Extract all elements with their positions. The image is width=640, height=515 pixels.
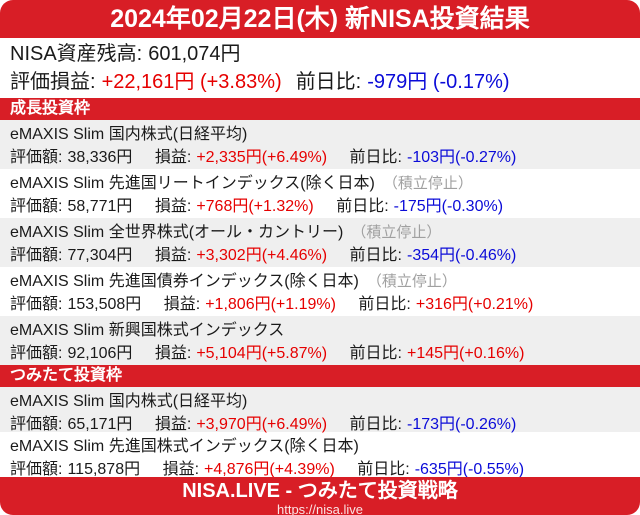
- dod-label: 前日比:: [336, 198, 389, 215]
- report-header: 2024年02月22日(木) 新NISA投資結果: [0, 0, 640, 38]
- value-label: 評価額:: [10, 247, 63, 264]
- fund-value: 115,878円: [67, 461, 141, 478]
- pl-label: 損益:: [154, 416, 192, 433]
- fund-dod: -173円(-0.26%): [406, 416, 517, 433]
- total-pl-label: 評価損益:: [10, 71, 96, 93]
- section-growth-title: 成長投資枠: [10, 100, 91, 117]
- pl-label: 損益:: [154, 149, 192, 166]
- fund-dod: -354円(-0.46%): [406, 247, 517, 264]
- fund-pl: +5,104円(+5.87%): [196, 345, 328, 362]
- value-label: 評価額:: [10, 461, 63, 478]
- fund-pl: +1,806円(+1.19%): [205, 296, 336, 313]
- fund-value: 65,171円: [67, 416, 133, 433]
- fund-dod: -103円(-0.27%): [406, 149, 517, 166]
- report-title: 2024年02月22日(木) 新NISA投資結果: [110, 5, 530, 33]
- fund-row: eMAXIS Slim 全世界株式(オール・カントリー) （積立停止） 評価額: 7…: [0, 218, 640, 267]
- section-header-growth: 成長投資枠: [0, 98, 640, 120]
- fund-row: eMAXIS Slim 先進国株式インデックス(除く日本) 評価額: 115,87…: [0, 432, 640, 480]
- fund-detail-line: 評価額: 65,171円 損益: +3,970円(+6.49%) 前日比: -173円…: [10, 414, 630, 435]
- fund-pl: +3,970円(+6.49%): [196, 416, 328, 433]
- pl-label: 損益:: [163, 296, 201, 313]
- total-dod-label: 前日比:: [295, 71, 362, 93]
- section-header-tsumitate: つみたて投資枠: [0, 365, 640, 387]
- balance-line: NISA資産残高: 601,074円: [10, 40, 630, 68]
- fund-value: 77,304円: [67, 247, 133, 264]
- pl-label: 損益:: [154, 198, 192, 215]
- balance-value: 601,074円: [148, 43, 241, 65]
- dod-label: 前日比:: [358, 296, 411, 313]
- fund-value: 38,336円: [67, 149, 133, 166]
- fund-value: 58,771円: [67, 198, 133, 215]
- footer-bar: NISA.LIVE - つみたて投資戦略 https://nisa.live: [0, 477, 640, 515]
- pl-line: 評価損益: +22,161円 (+3.83%) 前日比: -979円 (-0.17%): [10, 68, 630, 96]
- dod-label: 前日比:: [349, 345, 402, 362]
- suspend-badge: （積立停止）: [351, 224, 442, 241]
- dod-label: 前日比:: [349, 149, 402, 166]
- fund-name: eMAXIS Slim 全世界株式(オール・カントリー): [10, 224, 344, 241]
- fund-row: eMAXIS Slim 先進国債券インデックス(除く日本) （積立停止） 評価額:…: [0, 267, 640, 316]
- fund-name: eMAXIS Slim 国内株式(日経平均): [10, 393, 248, 410]
- fund-pl: +2,335円(+6.49%): [196, 149, 328, 166]
- value-label: 評価額:: [10, 345, 63, 362]
- fund-row: eMAXIS Slim 国内株式(日経平均) 評価額: 65,171円 損益: +3…: [0, 387, 640, 435]
- fund-row: eMAXIS Slim 先進国リートインデックス(除く日本) （積立停止） 評価額…: [0, 169, 640, 218]
- value-label: 評価額:: [10, 198, 63, 215]
- fund-name: eMAXIS Slim 先進国株式インデックス(除く日本): [10, 438, 359, 455]
- fund-dod: +145円(+0.16%): [406, 345, 525, 362]
- fund-row: eMAXIS Slim 国内株式(日経平均) 評価額: 38,336円 損益: +2…: [0, 120, 640, 169]
- pl-label: 損益:: [154, 247, 192, 264]
- dod-label: 前日比:: [349, 247, 402, 264]
- suspend-badge: （積立停止）: [366, 273, 457, 290]
- fund-detail-line: 評価額: 77,304円 損益: +3,302円(+4.46%) 前日比: -354円…: [10, 245, 630, 266]
- summary-panel: NISA資産残高: 601,074円 評価損益: +22,161円 (+3.83%)…: [0, 38, 640, 98]
- fund-value: 153,508円: [67, 296, 142, 313]
- suspend-badge: （積立停止）: [382, 175, 473, 192]
- fund-dod: -635円(-0.55%): [414, 461, 525, 478]
- fund-detail-line: 評価額: 92,106円 損益: +5,104円(+5.87%) 前日比: +145円…: [10, 343, 630, 364]
- fund-pl: +4,876円(+4.39%): [204, 461, 335, 478]
- tsumitate-fund-list: eMAXIS Slim 国内株式(日経平均) 評価額: 65,171円 損益: +3…: [0, 387, 640, 480]
- fund-row: eMAXIS Slim 新興国株式インデックス 評価額: 92,106円 損益: +…: [0, 316, 640, 365]
- fund-detail-line: 評価額: 115,878円 損益: +4,876円(+4.39%) 前日比: -635…: [10, 459, 630, 480]
- fund-value: 92,106円: [67, 345, 133, 362]
- total-dod-value: -979円 (-0.17%): [367, 71, 510, 93]
- value-label: 評価額:: [10, 149, 63, 166]
- value-label: 評価額:: [10, 296, 63, 313]
- footer-url[interactable]: https://nisa.live: [277, 502, 363, 515]
- dod-label: 前日比:: [349, 416, 402, 433]
- pl-label: 損益:: [162, 461, 200, 478]
- growth-fund-list: eMAXIS Slim 国内株式(日経平均) 評価額: 38,336円 損益: +2…: [0, 120, 640, 365]
- section-tsumitate-title: つみたて投資枠: [10, 367, 123, 384]
- fund-pl: +768円(+1.32%): [196, 198, 314, 215]
- fund-pl: +3,302円(+4.46%): [196, 247, 328, 264]
- fund-name: eMAXIS Slim 先進国リートインデックス(除く日本): [10, 175, 375, 192]
- fund-name: eMAXIS Slim 新興国株式インデックス: [10, 322, 285, 339]
- dod-label: 前日比:: [357, 461, 410, 478]
- fund-detail-line: 評価額: 153,508円 損益: +1,806円(+1.19%) 前日比: +316…: [10, 294, 630, 315]
- value-label: 評価額:: [10, 416, 63, 433]
- fund-detail-line: 評価額: 38,336円 損益: +2,335円(+6.49%) 前日比: -103円…: [10, 147, 630, 168]
- balance-label: NISA資産残高:: [10, 43, 143, 65]
- fund-detail-line: 評価額: 58,771円 損益: +768円(+1.32%) 前日比: -175円(-…: [10, 196, 630, 217]
- fund-name: eMAXIS Slim 先進国債券インデックス(除く日本): [10, 273, 359, 290]
- fund-dod: -175円(-0.30%): [393, 198, 504, 215]
- pl-label: 損益:: [154, 345, 192, 362]
- total-pl-value: +22,161円 (+3.83%): [101, 71, 282, 93]
- footer-title: NISA.LIVE - つみたて投資戦略: [182, 480, 458, 502]
- fund-name: eMAXIS Slim 国内株式(日経平均): [10, 126, 248, 143]
- fund-dod: +316円(+0.21%): [415, 296, 534, 313]
